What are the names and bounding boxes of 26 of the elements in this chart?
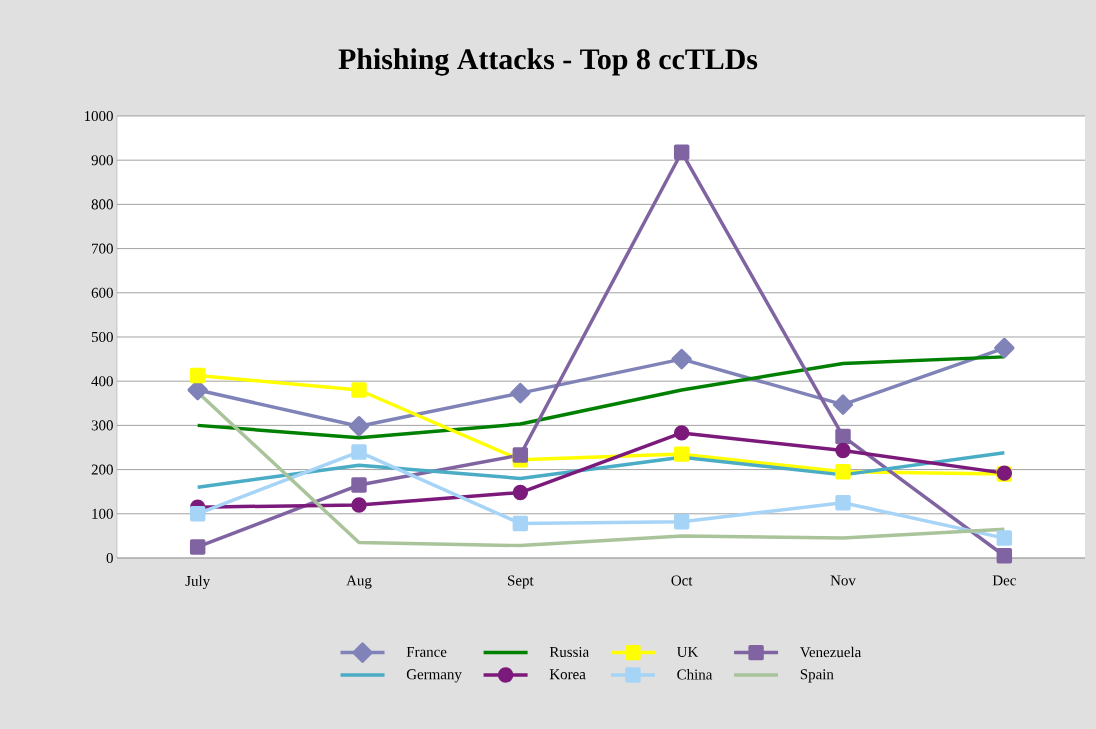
legend-label: Germany [406,669,462,683]
y-tick-label: 800 [91,199,113,210]
y-tick-label: 700 [92,243,113,254]
y-tick-label: 200 [91,464,113,475]
y-tick-label: 0 [106,552,113,564]
x-tick-label: Dec [992,575,1016,586]
legend-label: Spain [800,669,834,683]
x-tick-label: July [185,575,211,590]
y-tick-label: 1000 [84,110,113,122]
legend-label: Korea [549,669,586,680]
x-tick-label: Nov [830,575,856,586]
legend-label: UK [676,646,699,657]
legend-label: France [406,646,447,657]
y-tick-label: 600 [91,287,113,298]
y-tick-label: 500 [91,331,113,343]
x-tick-label: Sept [508,575,534,589]
legend-label: Russia [549,646,589,657]
legend-label: China [677,669,713,680]
y-tick-label: 300 [91,420,113,431]
y-tick-label: 900 [91,155,113,166]
x-tick-label: Aug [346,575,372,589]
y-tick-label: 100 [92,508,113,519]
x-tick-label: Oct [671,575,693,586]
y-tick-label: 400 [91,376,113,387]
chart-title: Phishing Attacks - Top 8 ccTLDs [338,48,758,76]
legend-label: Venezuela [800,646,862,658]
